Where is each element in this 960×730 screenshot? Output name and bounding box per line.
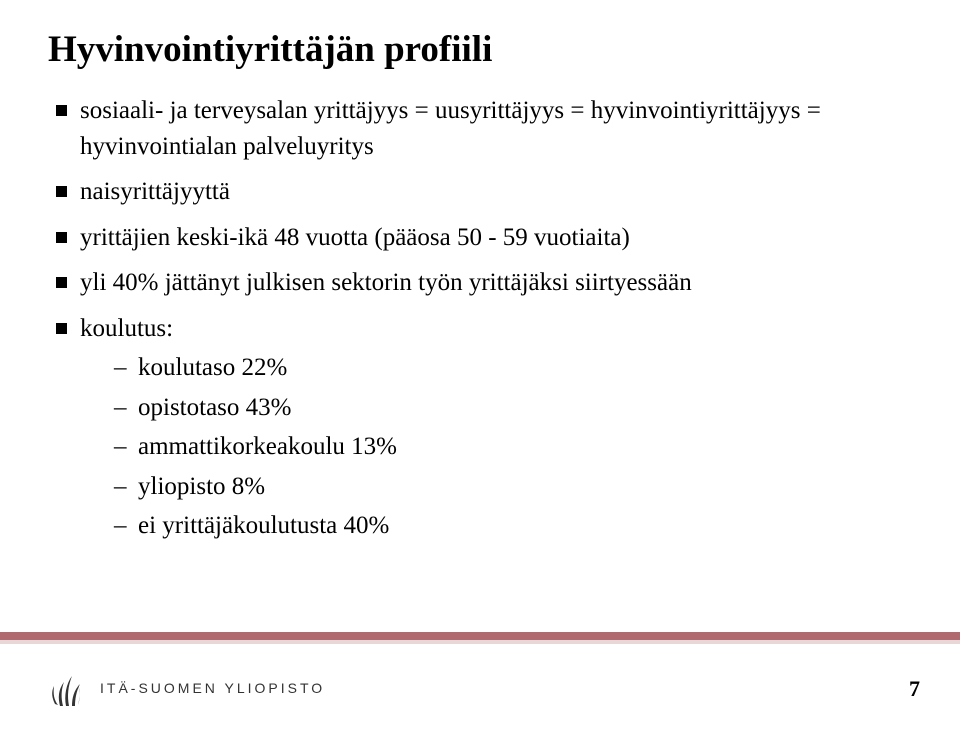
bullet-item: yli 40% jättänyt julkisen sektorin työn … <box>54 265 912 301</box>
bullet-item: sosiaali- ja terveysalan yrittäjyys = uu… <box>54 93 912 164</box>
slide: Hyvinvointiyrittäjän profiili sosiaali- … <box>0 0 960 730</box>
bullet-item: yrittäjien keski-ikä 48 vuotta (pääosa 5… <box>54 220 912 256</box>
sub-bullet-item: opistotaso 43% <box>114 390 912 426</box>
bullet-item: naisyrittäjyyttä <box>54 174 912 210</box>
footer-divider <box>0 632 960 646</box>
sub-bullet-item: ei yrittäjäkoulutusta 40% <box>114 508 912 544</box>
footer-logo: ITÄ-SUOMEN YLIOPISTO <box>46 668 325 708</box>
footer-bar-dark <box>0 632 960 640</box>
sub-bullet-item: koulutaso 22% <box>114 350 912 386</box>
bullet-list: sosiaali- ja terveysalan yrittäjyys = uu… <box>48 93 912 544</box>
bullet-item: koulutus: koulutaso 22% opistotaso 43% a… <box>54 311 912 544</box>
bullet-label: koulutus: <box>80 315 173 342</box>
sub-bullet-list: koulutaso 22% opistotaso 43% ammattikork… <box>80 350 912 544</box>
sub-bullet-item: ammattikorkeakoulu 13% <box>114 429 912 465</box>
slide-title: Hyvinvointiyrittäjän profiili <box>48 28 912 71</box>
footer-logo-text: ITÄ-SUOMEN YLIOPISTO <box>100 680 325 696</box>
page-number: 7 <box>909 676 920 702</box>
sub-bullet-item: yliopisto 8% <box>114 469 912 505</box>
footer-bar-light <box>0 640 960 644</box>
leaf-logo-icon <box>46 668 86 708</box>
